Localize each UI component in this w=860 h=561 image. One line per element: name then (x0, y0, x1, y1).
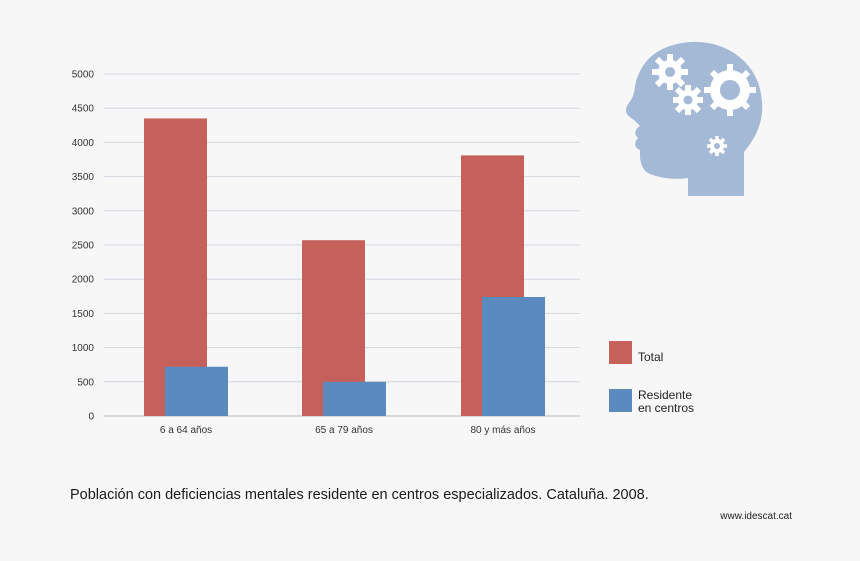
y-tick-label: 3000 (72, 206, 95, 217)
x-axis-categories: 6 a 64 años 65 a 79 años 80 y más años (160, 425, 536, 436)
bar-total (144, 118, 207, 417)
chart-title: Población con deficiencias mentales resi… (70, 487, 649, 503)
source-link[interactable]: www.idescat.cat (720, 511, 792, 522)
bar-resident (323, 381, 386, 416)
y-tick-label: 3500 (72, 172, 95, 183)
legend-label-total: Total (638, 350, 664, 364)
bar-resident (165, 366, 228, 416)
y-tick-label: 2000 (72, 275, 95, 286)
y-axis-ticks: 0 500 1000 1500 2000 2500 3000 3500 4000 4500 5000 (72, 70, 95, 423)
y-tick-label: 4000 (72, 138, 95, 149)
legend-label-resident-line1: Residente (638, 388, 693, 402)
x-category-label: 6 a 64 años (160, 425, 212, 436)
bar-resident (482, 296, 545, 416)
legend-swatch-resident (609, 389, 632, 412)
y-tick-label: 1000 (72, 343, 95, 354)
y-tick-label: 2500 (72, 241, 95, 252)
x-category-label: 65 a 79 años (315, 425, 373, 436)
legend-swatch-total (609, 341, 632, 364)
y-tick-label: 0 (88, 412, 94, 423)
head-with-gears-icon (626, 41, 763, 196)
head-silhouette (626, 41, 763, 196)
y-tick-label: 4500 (72, 104, 95, 115)
legend-label-resident-line2: en centros (638, 401, 695, 415)
bar-chart: 0 500 1000 1500 2000 2500 3000 3500 4000 4500 5000… (72, 70, 580, 436)
y-tick-label: 500 (77, 377, 94, 388)
x-category-label: 80 y más años (470, 425, 535, 436)
y-tick-label: 5000 (72, 70, 95, 81)
bars (144, 118, 545, 417)
gear-centers (665, 67, 740, 149)
y-tick-label: 1500 (72, 309, 95, 320)
